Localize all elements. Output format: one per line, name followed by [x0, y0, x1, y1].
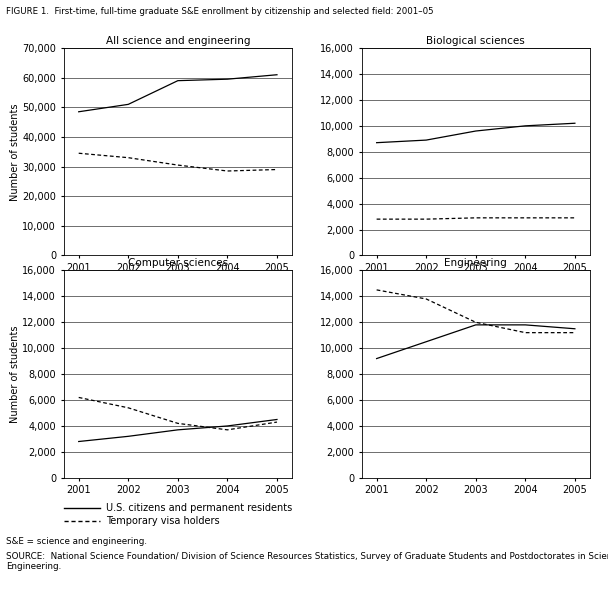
Text: FIGURE 1.  First-time, full-time graduate S&E enrollment by citizenship and sele: FIGURE 1. First-time, full-time graduate… — [6, 7, 434, 16]
Text: S&E = science and engineering.: S&E = science and engineering. — [6, 537, 147, 546]
Text: U.S. citizens and permanent residents: U.S. citizens and permanent residents — [106, 503, 292, 513]
Y-axis label: Number of students: Number of students — [10, 325, 19, 423]
Text: SOURCE:  National Science Foundation/ Division of Science Resources Statistics, : SOURCE: National Science Foundation/ Div… — [6, 552, 608, 571]
Title: Computer sciences: Computer sciences — [128, 258, 228, 268]
Title: Biological sciences: Biological sciences — [426, 36, 525, 46]
Title: Engineering: Engineering — [444, 258, 507, 268]
Y-axis label: Number of students: Number of students — [10, 103, 19, 201]
Title: All science and engineering: All science and engineering — [106, 36, 250, 46]
Text: Temporary visa holders: Temporary visa holders — [106, 516, 220, 526]
